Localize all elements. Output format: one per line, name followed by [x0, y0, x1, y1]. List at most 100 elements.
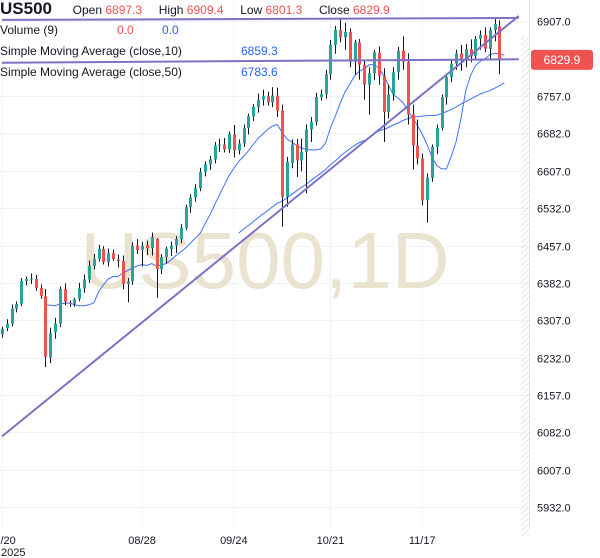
down-candle — [146, 240, 149, 256]
down-candle — [498, 20, 501, 75]
candle-body — [368, 73, 371, 85]
candle-body — [30, 278, 33, 280]
candle-body — [271, 95, 274, 103]
candle-body — [267, 96, 270, 103]
down-candle — [267, 91, 270, 106]
price-tick-label: 5932.0 — [537, 503, 571, 515]
up-candle — [465, 43, 468, 68]
candle-body — [349, 31, 352, 62]
trendline-1 — [1, 15, 520, 438]
up-candle — [262, 89, 265, 106]
sma10-line — [45, 52, 505, 307]
high-value: 6909.4 — [186, 3, 224, 17]
up-candle — [238, 139, 241, 155]
candle-body — [291, 144, 294, 163]
price-axis[interactable]: 5932.0 6007.0 6082.0 6157.0 6232.0 6307.0 6382… — [537, 17, 571, 515]
sma50-row[interactable]: Simple Moving Average (close,50) 6783.6 — [0, 63, 300, 81]
candle-body — [156, 239, 159, 269]
price-tick-label: 6382.0 — [537, 279, 571, 291]
up-candle — [30, 273, 33, 284]
up-candle — [436, 124, 439, 155]
time-axis[interactable]: 07/20 08/28 09/24 10/21 11/17 2025 — [0, 535, 436, 558]
candle-body — [470, 49, 473, 57]
candle-body — [102, 249, 105, 263]
candle-body — [358, 42, 361, 65]
up-candle — [431, 144, 434, 182]
candle-body — [286, 161, 289, 197]
down-candle — [276, 87, 279, 118]
candle-body — [441, 97, 444, 129]
down-candle — [233, 125, 236, 158]
volume-row[interactable]: Volume (9) 0.0 0.0 — [0, 21, 200, 39]
up-candle — [305, 124, 308, 194]
up-candle — [185, 204, 188, 231]
up-candle — [25, 276, 28, 286]
candle-body — [189, 197, 192, 208]
up-candle — [93, 254, 96, 270]
low-value: 6801.3 — [265, 3, 303, 17]
up-candle — [127, 277, 130, 303]
price-tick-label: 6307.0 — [537, 316, 571, 328]
down-candle — [102, 246, 105, 265]
candle-body — [494, 23, 497, 30]
candle-body — [378, 52, 381, 76]
up-candle — [49, 327, 52, 364]
up-candle — [59, 286, 62, 328]
candle-body — [64, 288, 67, 302]
down-candle — [281, 104, 284, 227]
down-candle — [421, 153, 424, 206]
down-candle — [484, 27, 487, 53]
candle-body — [122, 261, 125, 284]
up-candle — [426, 173, 429, 223]
candle-body — [54, 323, 57, 333]
candle-body — [455, 53, 458, 64]
candle-body — [117, 259, 120, 262]
candle-body — [40, 287, 43, 296]
future-area-hatch — [521, 36, 529, 536]
candle-body — [315, 97, 318, 123]
up-candle — [1, 326, 4, 338]
up-candle — [291, 139, 294, 169]
price-tick-label: 6532.0 — [537, 204, 571, 216]
up-candle — [315, 92, 318, 126]
up-candle — [194, 184, 197, 202]
candle-body — [329, 44, 332, 75]
up-candle — [334, 25, 337, 54]
price-tick-label: 6232.0 — [537, 354, 571, 366]
up-candle — [88, 260, 91, 283]
up-candle — [180, 224, 183, 244]
candle-body — [387, 94, 390, 113]
candle-body — [281, 110, 284, 197]
candle-body — [445, 77, 448, 98]
down-candle — [407, 53, 410, 125]
up-candle — [368, 67, 371, 115]
candle-body — [6, 323, 9, 329]
candle-body — [407, 61, 410, 115]
candle-body — [233, 134, 236, 151]
up-candle — [392, 67, 395, 101]
trendlines[interactable] — [1, 15, 520, 438]
up-candle — [243, 124, 246, 147]
down-candle — [402, 36, 405, 70]
sma10-row[interactable]: Simple Moving Average (close,10) 6859.3 — [0, 42, 300, 60]
down-candle — [363, 59, 366, 100]
volume-value-1: 0.0 — [117, 23, 134, 37]
up-candle — [15, 301, 18, 313]
up-candle — [151, 232, 154, 256]
candle-body — [460, 53, 463, 59]
up-candle — [214, 141, 217, 164]
up-candle — [494, 18, 497, 42]
up-candle — [344, 22, 347, 50]
candle-body — [305, 129, 308, 152]
candle-body — [252, 107, 255, 117]
candle-body — [151, 237, 154, 249]
price-tick-label: 6157.0 — [537, 391, 571, 403]
up-candle — [11, 304, 14, 327]
up-candle — [354, 39, 357, 75]
symbol-label[interactable]: US500 — [0, 0, 52, 18]
price-tick-label: 6457.0 — [537, 242, 571, 254]
up-candle — [257, 93, 260, 113]
down-candle — [378, 46, 381, 85]
candle-body — [199, 171, 202, 189]
